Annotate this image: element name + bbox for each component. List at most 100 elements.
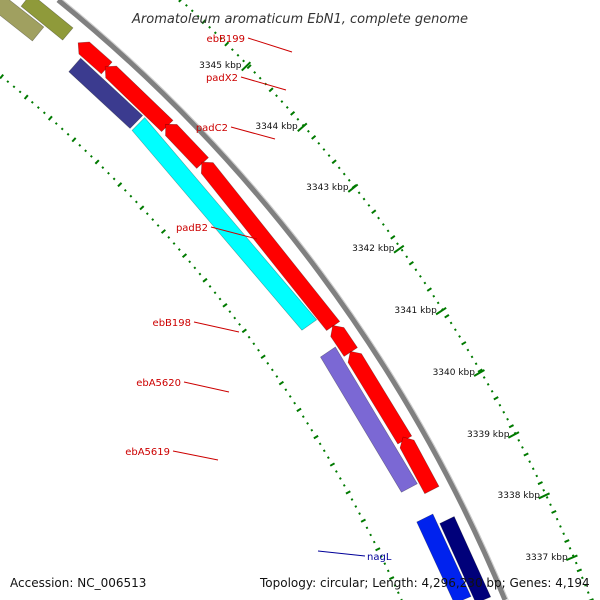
tick-mark — [293, 401, 297, 405]
tick-mark — [386, 229, 390, 233]
tick-mark — [247, 335, 251, 339]
tick-mark — [581, 576, 584, 580]
tick-mark — [564, 539, 570, 543]
tick-mark — [42, 111, 46, 115]
gene-label-eba5620[interactable]: ebA5620 — [136, 378, 181, 389]
leader-line — [193, 321, 240, 333]
tick-mark — [423, 281, 427, 285]
tick-mark — [151, 218, 155, 221]
tick-mark — [444, 314, 450, 319]
tick-mark — [574, 561, 578, 565]
tick-mark — [390, 235, 396, 240]
tick-mark — [30, 100, 34, 104]
gene-label-padx2[interactable]: padX2 — [206, 73, 238, 84]
tick-mark — [167, 236, 171, 239]
major-tick — [538, 492, 550, 500]
tick-mark — [241, 328, 247, 334]
tick-mark — [531, 467, 535, 471]
tick-mark — [196, 14, 200, 18]
tick-mark — [354, 505, 358, 508]
leader-line — [247, 37, 293, 53]
tick-mark — [160, 229, 166, 234]
tick-mark — [112, 177, 116, 181]
gene-label-eba5619[interactable]: ebA5619 — [125, 447, 170, 458]
tick-mark — [201, 19, 207, 25]
tick-mark — [397, 591, 400, 595]
tick-mark — [571, 554, 575, 557]
tick-mark — [266, 361, 270, 365]
tick-mark — [198, 272, 202, 276]
scale-tick-label: 3345 kbp — [199, 61, 242, 71]
major-tick — [393, 244, 405, 254]
tick-mark — [502, 410, 506, 414]
tick-mark — [490, 389, 494, 393]
tick-mark — [350, 498, 354, 501]
tick-mark — [156, 224, 160, 227]
tick-mark — [6, 80, 10, 84]
tick-mark — [338, 477, 342, 480]
tick-mark — [377, 216, 380, 220]
tick-mark — [172, 242, 176, 245]
tick-mark — [134, 200, 138, 204]
tick-mark — [260, 354, 266, 360]
cyan-cds-block — [131, 117, 318, 331]
tick-mark — [317, 141, 321, 145]
tick-mark — [414, 268, 418, 272]
tick-mark — [222, 302, 228, 308]
tick-mark — [474, 362, 478, 366]
leader-line — [317, 550, 366, 557]
major-tick — [507, 431, 520, 439]
tick-mark — [230, 48, 234, 52]
tick-mark — [436, 301, 440, 305]
gene-label-ebb199[interactable]: ebB199 — [207, 34, 245, 45]
major-tick — [473, 369, 485, 377]
tick-mark — [268, 87, 274, 93]
tick-mark — [329, 462, 336, 467]
scale-tick-label: 3342 kbp — [352, 244, 395, 254]
genome-backbone — [56, 0, 509, 600]
tick-mark — [228, 310, 232, 314]
scale-tick-label: 3337 kbp — [525, 553, 568, 563]
tick-mark — [238, 323, 241, 326]
gene-label-padb2[interactable]: padB2 — [176, 223, 208, 234]
tick-mark — [549, 503, 552, 507]
scale-tick-label: 3339 kbp — [467, 430, 510, 440]
tick-mark — [357, 191, 361, 195]
tick-mark — [449, 321, 453, 325]
gene-labels: ebB199 padX2 padC2 padB2 ebB198 ebA5620 ebA561… — [125, 34, 392, 563]
tick-mark — [301, 415, 305, 419]
tick-mark — [542, 488, 546, 492]
tick-mark — [213, 31, 217, 35]
tick-mark — [588, 598, 594, 600]
tick-mark — [94, 159, 100, 165]
tick-mark — [181, 253, 188, 259]
tick-mark — [89, 154, 93, 158]
tick-mark — [145, 212, 149, 216]
tick-mark — [123, 188, 127, 192]
tick-mark — [555, 517, 559, 521]
tick-mark — [535, 474, 539, 478]
tick-mark — [66, 132, 70, 136]
topology-text: Topology: circular; Length: 4,296,230 bp… — [259, 576, 590, 590]
tick-mark — [139, 205, 145, 211]
tick-mark — [458, 335, 461, 338]
tick-mark — [371, 209, 377, 215]
gene-label-padc2[interactable]: padC2 — [196, 123, 228, 134]
tick-mark — [379, 555, 383, 558]
tick-mark — [178, 0, 182, 3]
tick-mark — [219, 36, 223, 40]
tick-mark — [584, 583, 587, 587]
tick-mark — [419, 274, 422, 278]
tick-mark — [257, 348, 260, 352]
tick-mark — [386, 569, 390, 573]
tick-mark — [347, 178, 351, 182]
gene-label-ebb198[interactable]: ebB198 — [153, 318, 191, 329]
tick-mark — [285, 106, 289, 109]
scale-tick-label: 3343 kbp — [306, 183, 349, 193]
tick-mark — [362, 197, 366, 201]
tick-mark — [278, 380, 284, 386]
gene-label-nagl[interactable]: nagL — [367, 552, 392, 563]
major-tick — [435, 306, 447, 316]
tick-mark — [358, 512, 361, 515]
